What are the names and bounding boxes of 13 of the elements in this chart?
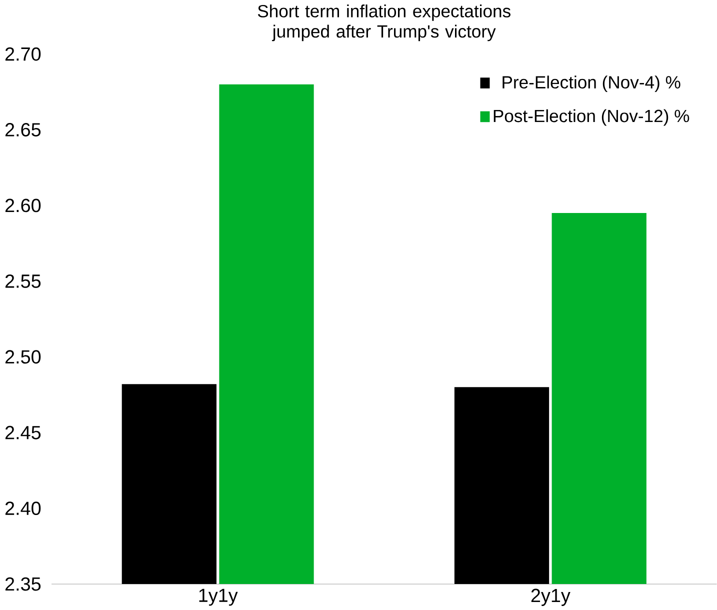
chart-title: Short term inflation expectations jumped after Trump's victory [258,4,510,41]
legend-label: Post-Election (Nov-12) % [494,109,690,126]
y-tick-label: 2.45 [5,426,41,440]
x-tick-label: 2y1y [531,588,570,606]
y-tick-label: 2.65 [5,122,41,136]
y-tick-label: 2.70 [5,47,41,61]
y-tick-label: 2.55 [5,274,41,288]
legend-label: Pre-Election (Nov-4) % [502,75,680,92]
y-tick-label: 2.35 [5,577,41,591]
y-tick-label: 2.40 [5,501,41,515]
x-tick-label: 1y1y [199,588,238,606]
y-tick-label: 2.50 [5,350,41,364]
y-tick-label: 2.60 [5,198,41,212]
